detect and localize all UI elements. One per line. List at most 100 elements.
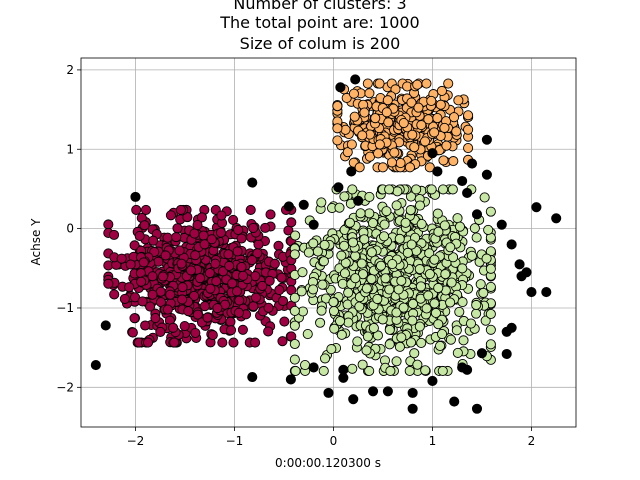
noise-point	[427, 148, 438, 159]
cluster-1-point	[137, 296, 148, 307]
cluster-3-point	[340, 124, 351, 135]
cluster-2-point	[480, 315, 491, 326]
cluster-1-point	[147, 289, 158, 300]
cluster-3-point	[463, 142, 474, 154]
cluster-2-point	[483, 224, 494, 236]
noise-point	[335, 82, 346, 93]
cluster-2-point	[414, 264, 425, 275]
cluster-2-point	[430, 307, 442, 319]
noise-point	[462, 364, 473, 375]
cluster-1-point	[136, 276, 147, 287]
cluster-2-point	[485, 324, 496, 335]
cluster-1-point	[234, 295, 245, 306]
cluster-1-point	[155, 286, 166, 297]
cluster-2-point	[429, 254, 440, 265]
cluster-1-point	[119, 293, 130, 304]
cluster-2-point	[458, 335, 469, 346]
noise-point	[323, 387, 334, 398]
cluster-2-point	[416, 337, 427, 348]
cluster-1-point	[140, 320, 151, 331]
noise-point	[100, 320, 111, 331]
cluster-1-point	[142, 337, 154, 348]
cluster-2-point	[326, 344, 337, 355]
cluster-1-point	[157, 271, 169, 282]
cluster-2-point	[328, 305, 340, 317]
cluster-1-point	[269, 258, 280, 269]
cluster-3-point	[419, 136, 431, 147]
cluster-2-point	[407, 315, 418, 326]
cluster-2-point	[485, 263, 496, 274]
cluster-1-point	[179, 321, 190, 332]
noise-point	[338, 372, 349, 383]
cluster-2-point	[412, 359, 423, 370]
cluster-1-point	[245, 204, 256, 215]
cluster-2-point	[343, 287, 354, 298]
noise-point	[506, 239, 517, 250]
cluster-2-point	[432, 208, 443, 219]
cluster-1-point	[215, 227, 226, 238]
noise-point	[471, 209, 483, 220]
cluster-1-point	[139, 220, 150, 231]
cluster-2-point	[339, 268, 351, 279]
cluster-3-point	[381, 107, 392, 118]
cluster-2-point	[336, 250, 347, 261]
cluster-2-point	[289, 249, 300, 260]
cluster-3-point	[386, 157, 398, 168]
cluster-2-point	[433, 282, 444, 294]
cluster-2-point	[328, 297, 339, 308]
noise-point	[382, 386, 393, 397]
cluster-1-point	[207, 330, 218, 341]
noise-point	[407, 387, 418, 398]
cluster-1-point	[134, 230, 145, 241]
cluster-2-point	[469, 223, 480, 234]
cluster-2-point	[481, 253, 492, 264]
cluster-2-point	[445, 334, 456, 345]
cluster-2-point	[407, 298, 419, 309]
cluster-2-point	[405, 337, 417, 348]
cluster-2-point	[391, 200, 402, 211]
cluster-2-point	[289, 305, 300, 317]
cluster-1-point	[150, 312, 161, 324]
cluster-3-point	[382, 95, 393, 106]
cluster-1-point	[236, 261, 247, 273]
cluster-1-point	[177, 282, 188, 293]
cluster-2-point	[457, 263, 468, 274]
cluster-1-point	[210, 258, 221, 269]
cluster-1-point	[225, 316, 236, 327]
cluster-3-point	[407, 129, 418, 140]
noise-point	[466, 158, 478, 169]
cluster-1-point	[263, 302, 274, 313]
cluster-2-point	[303, 247, 314, 258]
cluster-2-point	[391, 356, 402, 367]
noise-point	[476, 348, 488, 359]
noise-point	[457, 175, 468, 187]
plot-frame	[80, 57, 577, 428]
cluster-2-point	[414, 321, 425, 332]
cluster-2-point	[344, 217, 355, 228]
cluster-1-point	[140, 204, 152, 215]
cluster-3-point	[423, 114, 434, 125]
cluster-2-point	[355, 208, 366, 219]
cluster-1-point	[276, 272, 287, 283]
cluster-2-point	[415, 281, 427, 292]
cluster-2-point	[440, 269, 451, 280]
cluster-1-point	[264, 275, 275, 286]
cluster-1-point	[185, 265, 197, 276]
cluster-3-point	[404, 162, 415, 173]
cluster-2-point	[308, 284, 319, 295]
noise-point	[346, 166, 357, 177]
x-tick-label: 0	[330, 434, 338, 448]
cluster-3-point	[463, 110, 474, 121]
cluster-2-point	[347, 184, 358, 195]
cluster-3-point	[373, 148, 384, 159]
cluster-1-point	[233, 224, 244, 236]
cluster-2-point	[316, 197, 327, 208]
cluster-3-point	[332, 123, 343, 134]
cluster-2-point	[350, 250, 361, 261]
cluster-2-point	[400, 217, 411, 228]
noise-point	[407, 403, 418, 414]
cluster-2-point	[296, 286, 307, 297]
cluster-2-point	[438, 184, 449, 195]
cluster-1-point	[116, 253, 127, 264]
cluster-1-point	[129, 313, 140, 324]
